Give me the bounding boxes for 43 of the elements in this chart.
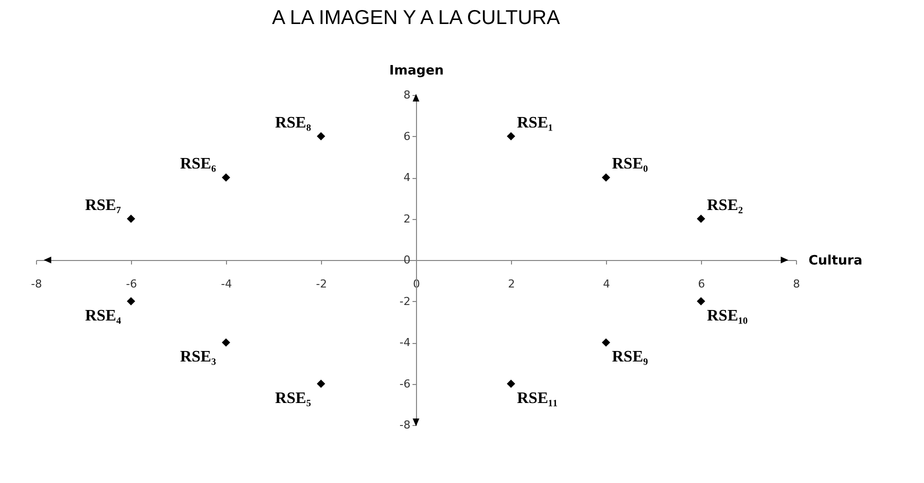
annotation: RSE₆ <box>180 156 216 172</box>
y-tick-label: -4 <box>400 336 410 349</box>
annotation: RSE₉ <box>612 348 648 366</box>
point <box>696 214 706 223</box>
y-tick-label: -2 <box>400 294 410 308</box>
x-tick-label: -4 <box>221 278 232 290</box>
annotation: RSE₁₁ <box>517 390 558 407</box>
y-tick-label: 6 <box>404 130 410 143</box>
annotation: RSE₁ <box>517 114 554 132</box>
x-tick-label: 2 <box>508 278 515 290</box>
annotation: RSE₅ <box>275 390 312 407</box>
point <box>222 173 230 182</box>
point <box>602 173 610 182</box>
point <box>506 380 516 388</box>
y-tick-label: 4 <box>404 171 410 184</box>
annotation: RSE₂ <box>707 196 744 214</box>
point <box>316 380 326 388</box>
x-tick-label: -6 <box>126 278 137 290</box>
y-axis-title: Imagen <box>389 64 444 78</box>
y-tick-label: -6 <box>400 377 410 390</box>
chart-title: A LA IMAGEN Y A LA CULTURA <box>272 7 561 29</box>
x-tick-label: -8 <box>31 278 42 290</box>
annotation: RSE₃ <box>180 348 216 366</box>
annotation: RSE₈ <box>275 114 312 132</box>
annotation: RSE₇ <box>85 196 122 214</box>
annotation: RSE₄ <box>85 307 122 324</box>
point <box>126 214 136 223</box>
point <box>316 132 326 140</box>
point <box>126 297 136 306</box>
annotation: RSE₁₀ <box>707 307 748 324</box>
y-tick-label: 8 <box>404 88 410 102</box>
annotation: RSE₀ <box>612 156 648 172</box>
point <box>696 297 706 306</box>
x-axis-title: Cultura <box>808 254 862 268</box>
point <box>222 338 230 347</box>
point <box>602 338 610 347</box>
x-tick-label: -2 <box>316 278 327 290</box>
y-tick-label: 2 <box>404 212 410 226</box>
y-tick-label: -8 <box>400 418 410 432</box>
point <box>506 132 516 140</box>
x-tick-label: 4 <box>603 278 610 290</box>
x-tick-label: 8 <box>793 278 800 290</box>
x-tick-label: 6 <box>698 278 705 290</box>
